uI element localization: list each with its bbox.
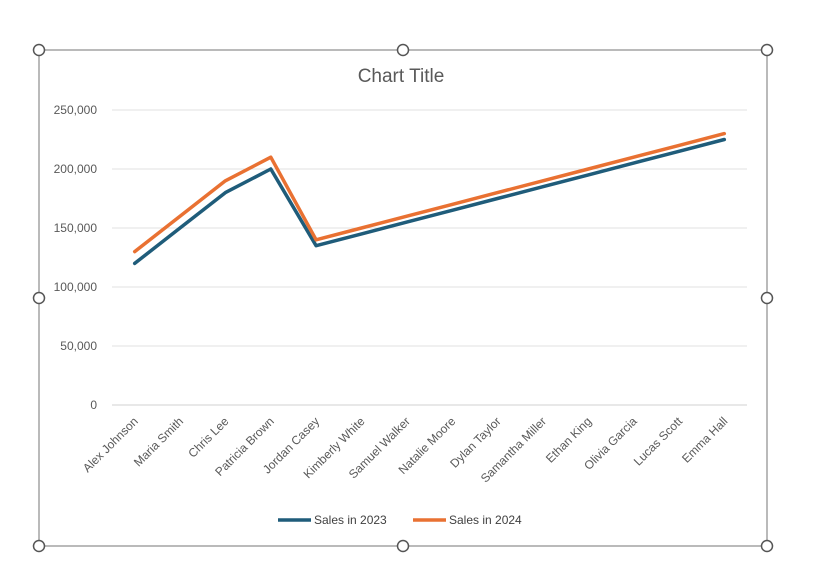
series-line[interactable] [132, 137, 727, 266]
resize-handle[interactable] [32, 291, 46, 305]
legend: Sales in 2023 Sales in 2024 [278, 513, 522, 527]
resize-handle[interactable] [396, 539, 410, 553]
resize-handle[interactable] [396, 43, 410, 57]
legend-label[interactable]: Sales in 2023 [314, 513, 387, 527]
gridlines [112, 109, 747, 406]
x-category-label: Chris Lee [185, 414, 231, 460]
x-category-label: Emma Hall [679, 414, 730, 465]
series-lines [132, 131, 727, 266]
y-tick-label: 0 [90, 398, 97, 412]
x-category-label: Alex Johnson [80, 414, 141, 475]
resize-handle[interactable] [32, 539, 46, 553]
legend-label[interactable]: Sales in 2024 [449, 513, 522, 527]
resize-handles [32, 43, 774, 553]
resize-handle[interactable] [760, 43, 774, 57]
resize-handle[interactable] [32, 43, 46, 57]
series-line[interactable] [132, 131, 727, 254]
resize-handle[interactable] [760, 291, 774, 305]
y-tick-label: 100,000 [54, 280, 98, 294]
y-tick-label: 150,000 [54, 221, 98, 235]
x-category-label: Lucas Scott [631, 414, 686, 469]
x-category-label: Maria Smith [131, 414, 186, 469]
y-tick-label: 200,000 [54, 162, 98, 176]
y-axis-ticks: 0 50,000 100,000 150,000 200,000 250,000 [54, 103, 98, 412]
y-tick-label: 250,000 [54, 103, 98, 117]
resize-handle[interactable] [760, 539, 774, 553]
y-tick-label: 50,000 [60, 339, 97, 353]
chart-title[interactable]: Chart Title [358, 66, 445, 87]
